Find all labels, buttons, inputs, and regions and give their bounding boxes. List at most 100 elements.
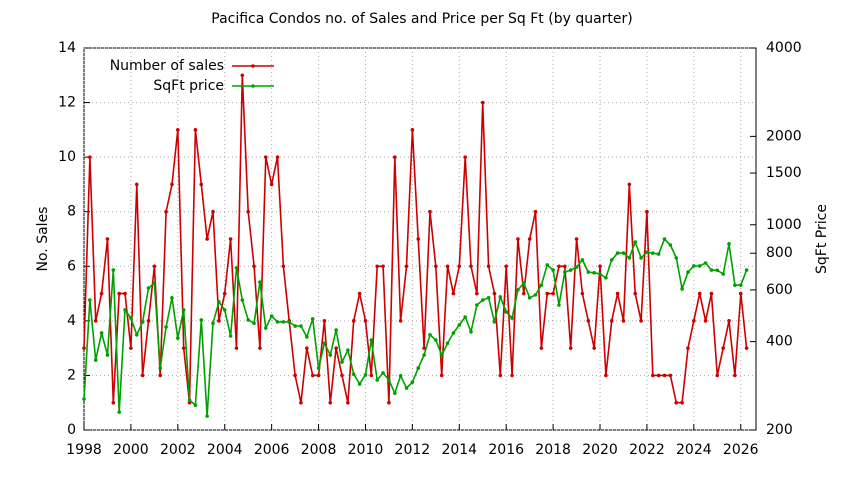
data-point: [410, 380, 415, 384]
y-axis-label: No. Sales: [35, 207, 51, 272]
x-tick-label: 2004: [207, 442, 243, 458]
data-point: [387, 400, 391, 405]
data-point: [305, 335, 309, 339]
data-point: [228, 334, 233, 338]
data-point: [351, 319, 356, 323]
data-point: [486, 296, 491, 300]
y-tick-label: 4: [67, 313, 76, 329]
data-point: [369, 373, 374, 378]
data-point: [105, 353, 110, 357]
data-point: [398, 373, 403, 378]
data-point: [357, 382, 362, 386]
y-tick-label: 2: [67, 367, 76, 383]
data-point: [598, 264, 602, 269]
data-point: [627, 182, 632, 187]
data-point: [480, 100, 485, 105]
data-point: [715, 268, 720, 273]
data-point: [269, 314, 274, 318]
data-point: [404, 386, 409, 390]
data-point: [134, 182, 139, 187]
data-point: [492, 291, 497, 296]
data-point: [111, 268, 116, 272]
data-point: [633, 240, 638, 244]
data-point: [733, 283, 737, 287]
data-point: [164, 209, 168, 214]
y-tick-label: 8: [67, 204, 76, 220]
data-point: [457, 323, 462, 327]
data-point: [439, 373, 444, 378]
y2-tick-label: 800: [766, 245, 793, 261]
data-point: [310, 317, 315, 321]
data-point: [434, 338, 438, 342]
data-point: [563, 270, 567, 274]
x-tick-label: 2012: [395, 442, 431, 458]
data-point: [299, 400, 303, 405]
data-point: [457, 264, 462, 269]
data-point: [703, 261, 708, 265]
data-point: [211, 321, 215, 326]
data-point: [275, 320, 280, 324]
data-point: [668, 373, 673, 378]
data-point: [170, 182, 174, 187]
legend-swatch-point: [251, 64, 255, 68]
data-point: [527, 237, 532, 241]
data-point: [451, 291, 456, 296]
data-point: [293, 373, 297, 378]
data-point: [580, 258, 585, 262]
data-point: [351, 372, 356, 376]
data-point: [305, 346, 309, 350]
data-point: [240, 73, 245, 78]
data-point: [340, 373, 344, 378]
x-tick-label: 2016: [488, 442, 524, 458]
data-point: [328, 400, 333, 405]
data-point: [293, 324, 297, 328]
data-point: [88, 155, 92, 159]
y2-tick-label: 1000: [766, 217, 802, 233]
data-point: [645, 209, 649, 214]
data-point: [82, 346, 86, 350]
data-point: [557, 303, 561, 307]
data-point: [322, 319, 327, 323]
data-point: [615, 251, 620, 255]
data-point: [510, 316, 514, 320]
data-point: [334, 346, 338, 350]
x-tick-label: 2020: [582, 442, 618, 458]
data-point: [744, 268, 749, 272]
data-point: [609, 258, 614, 262]
data-point: [692, 264, 696, 268]
data-point: [158, 366, 163, 370]
data-point: [263, 326, 268, 330]
data-point: [709, 268, 714, 272]
legend-label: Number of sales: [110, 58, 224, 74]
data-point: [545, 263, 550, 267]
data-point: [392, 391, 397, 395]
data-point: [428, 332, 432, 337]
data-point: [234, 346, 239, 350]
data-point: [604, 373, 608, 378]
data-point: [334, 328, 338, 332]
data-point: [539, 283, 544, 287]
y-tick-label: 12: [58, 95, 76, 111]
y2-axis-label: SqFt Price: [814, 204, 830, 274]
data-point: [463, 315, 467, 319]
data-point: [498, 373, 503, 378]
data-point: [123, 308, 127, 312]
x-tick-label: 2006: [254, 442, 290, 458]
data-point: [504, 264, 508, 269]
data-point: [662, 237, 667, 241]
data-point: [217, 319, 221, 323]
data-point: [656, 373, 661, 378]
data-point: [228, 237, 233, 241]
data-point: [369, 338, 374, 342]
data-point: [93, 358, 98, 362]
legend-label: SqFt price: [153, 78, 224, 94]
data-point: [615, 291, 620, 296]
x-tick-label: 2022: [629, 442, 665, 458]
data-point: [181, 308, 186, 312]
data-point: [609, 319, 614, 323]
data-point: [480, 298, 485, 302]
data-point: [416, 237, 421, 241]
data-point: [469, 329, 473, 334]
data-point: [392, 155, 397, 159]
data-point: [158, 373, 163, 378]
